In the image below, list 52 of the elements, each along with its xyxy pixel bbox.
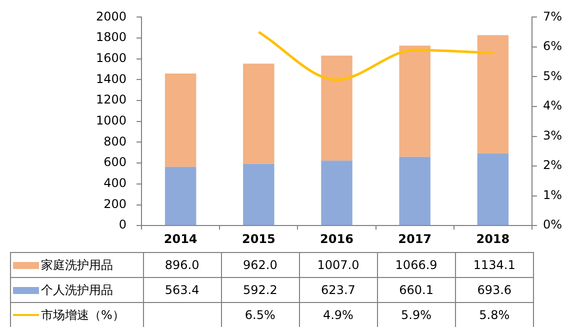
bar xyxy=(164,74,196,167)
y2-tick-label: 5% xyxy=(542,68,562,83)
y-tick-label: 0 xyxy=(118,218,127,232)
y2-tick-label: 6% xyxy=(542,39,562,54)
x-tick-label: 2017 xyxy=(398,232,432,246)
data-label: 5.8% xyxy=(455,302,534,327)
data-label: 5.9% xyxy=(377,302,456,327)
y-tick-label: 2000 xyxy=(96,9,127,24)
bar xyxy=(477,35,509,154)
y2-tick-label: 1% xyxy=(542,188,562,202)
bar xyxy=(243,64,274,164)
data-label: 4.9% xyxy=(299,302,378,327)
bar xyxy=(477,153,509,226)
y-tick-label: 800 xyxy=(104,134,127,148)
legend-label: 个人洗护用品 xyxy=(10,278,144,302)
x-tick-label: 2016 xyxy=(320,232,354,246)
y2-tick-label: 3% xyxy=(542,128,562,142)
y-tick-label: 200 xyxy=(104,196,127,211)
line-series xyxy=(257,30,494,81)
data-label: 693.6 xyxy=(455,278,534,302)
y-tick-label: 1400 xyxy=(96,72,127,86)
y2-tick-label: 4% xyxy=(542,98,562,113)
bar xyxy=(399,46,430,157)
legend-label: 家庭洗护用品 xyxy=(10,252,144,278)
y-tick-label: 1800 xyxy=(96,30,127,44)
y-tick-label: 600 xyxy=(104,155,127,170)
y-tick-label: 1000 xyxy=(96,114,127,128)
data-label: 1007.0 xyxy=(299,252,378,278)
y-tick-label: 1200 xyxy=(96,92,127,107)
data-label: 623.7 xyxy=(299,278,378,302)
bar xyxy=(243,164,274,226)
bar xyxy=(321,56,352,161)
data-label: 6.5% xyxy=(221,302,300,327)
data-label: 896.0 xyxy=(143,252,222,278)
y2-tick-label: 2% xyxy=(542,158,562,172)
y-tick-label: 1600 xyxy=(96,51,127,66)
x-tick-label: 2015 xyxy=(242,232,276,246)
data-label: 962.0 xyxy=(221,252,300,278)
bar xyxy=(399,156,430,226)
bar xyxy=(321,160,352,226)
x-tick-label: 2018 xyxy=(476,232,510,246)
y-tick-label: 400 xyxy=(104,176,127,190)
data-label: 1134.1 xyxy=(455,252,534,278)
legend-label: 市场增速（%） xyxy=(10,302,144,327)
data-label: 592.2 xyxy=(221,278,300,302)
x-tick-label: 2014 xyxy=(164,232,198,246)
data-label: 563.4 xyxy=(143,278,222,302)
bar xyxy=(164,166,196,226)
data-label: 1066.9 xyxy=(377,252,456,278)
y2-tick-label: 7% xyxy=(542,9,562,24)
data-label: 660.1 xyxy=(377,278,456,302)
y2-tick-label: 0% xyxy=(542,218,562,232)
